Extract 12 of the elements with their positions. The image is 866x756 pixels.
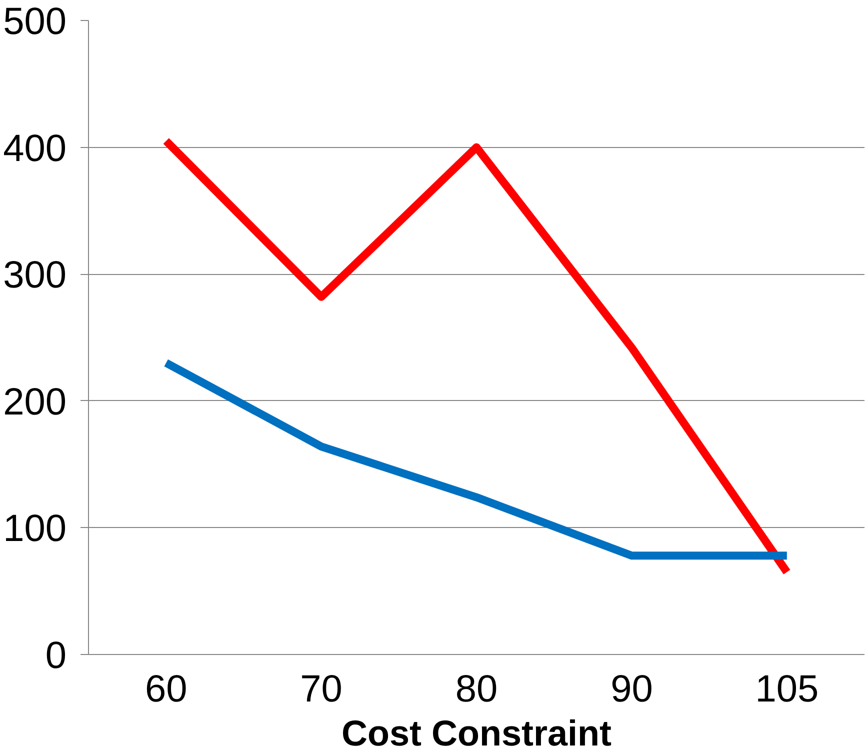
x-tick-label: 90 <box>610 668 653 710</box>
y-tick-label: 200 <box>3 381 67 424</box>
y-tick-label: 400 <box>3 128 67 170</box>
y-tick-label: 0 <box>45 635 67 677</box>
y-tick-label: 300 <box>3 254 67 297</box>
y-tick-label: 100 <box>3 508 67 550</box>
x-tick-label: 70 <box>300 668 342 710</box>
x-axis-title: Cost Constraint <box>342 712 612 754</box>
x-tick-label: 60 <box>144 668 188 710</box>
x-tick-label: 105 <box>755 668 819 710</box>
y-tick-label: 500 <box>3 1 67 43</box>
x-tick-label: 80 <box>455 668 498 710</box>
